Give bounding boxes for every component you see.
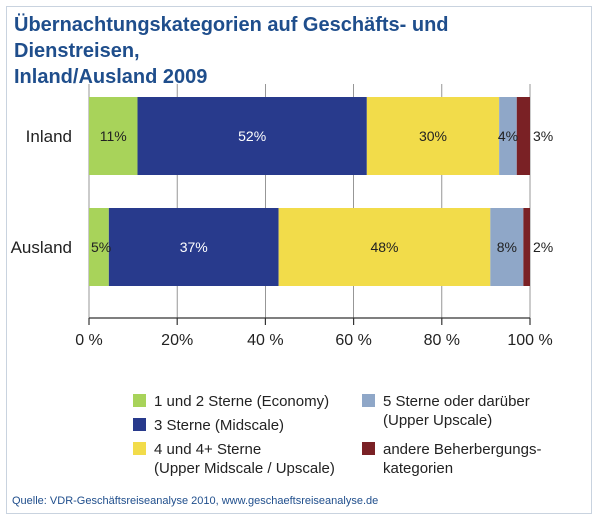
label-inland-economy: 11% [100, 128, 127, 144]
title-line-2: Inland/Ausland 2009 [14, 66, 208, 88]
chart-title: Übernachtungskategorien auf Geschäfts- u… [14, 12, 574, 90]
legend-item-midscale: 3 Sterne (Midscale) [133, 416, 284, 435]
legend-label-upper-upscale-1: 5 Sterne oder darüber [383, 393, 530, 410]
bar-inland-economy [89, 97, 138, 175]
legend-swatch-midscale [133, 418, 146, 431]
bar-inland-andere [516, 97, 530, 175]
legend-swatch-economy [133, 394, 146, 407]
x-tick-label-20: 20% [161, 332, 193, 349]
legend-item-andere: andere Beherbergungs- kategorien [362, 440, 541, 478]
bar-ausland-andere [523, 208, 530, 286]
label-ausland-midscale: 37% [180, 239, 208, 255]
legend-label-andere-1: andere Beherbergungs- [383, 441, 542, 458]
label-ausland-andere: 2% [533, 239, 553, 255]
category-label-ausland: Ausland [11, 238, 72, 257]
title-line-1: Übernachtungskategorien auf Geschäfts- u… [14, 14, 449, 62]
label-ausland-upper_upscale: 8% [497, 239, 517, 255]
legend-item-economy: 1 und 2 Sterne (Economy) [133, 392, 329, 411]
legend-label-upper-midscale-2: (Upper Midscale / Upscale) [154, 460, 335, 477]
legend-label-upper-upscale-2: (Upper Upscale) [383, 412, 493, 429]
legend-label-upper-midscale-1: 4 und 4+ Sterne [154, 441, 262, 458]
label-ausland-upper_midscale: 48% [370, 239, 398, 255]
x-tick-label-100: 100 % [507, 332, 552, 349]
bar-ausland-upper_midscale [278, 208, 491, 286]
x-tick-label-80: 80 % [424, 332, 460, 349]
label-inland-midscale: 52% [238, 128, 266, 144]
bar-ausland-upper_upscale [490, 208, 524, 286]
legend-swatch-andere [362, 442, 375, 455]
legend-label-economy: 1 und 2 Sterne (Economy) [154, 393, 330, 410]
category-label-inland: Inland [26, 127, 72, 146]
label-inland-upper_upscale: 4% [498, 128, 518, 144]
x-tick-label-0: 0 % [75, 332, 103, 349]
bar-inland-upper_midscale [366, 97, 500, 175]
label-ausland-economy: 5% [91, 239, 111, 255]
bar-inland-upper_upscale [499, 97, 517, 175]
legend-label-midscale: 3 Sterne (Midscale) [154, 417, 285, 434]
tick-labels: 0 % 20% 40 % 60 % 80 % 100 % [75, 332, 552, 349]
x-tick-label-40: 40 % [247, 332, 283, 349]
category-labels: Inland Ausland [11, 127, 72, 257]
axes [88, 317, 531, 325]
bar-ausland-economy [89, 208, 109, 286]
bar-segments [89, 97, 530, 286]
bar-ausland-midscale [108, 208, 279, 286]
legend-swatch-upper-upscale [362, 394, 375, 407]
x-tick-label-60: 60 % [335, 332, 371, 349]
source-note: Quelle: VDR-Geschäftsreiseanalyse 2010, … [12, 495, 379, 507]
label-inland-upper_midscale: 30% [419, 128, 447, 144]
segment-labels: 11% 52% 30% 4% 3% 5% 37% 48% 8% 2% [91, 128, 553, 255]
label-inland-andere: 3% [533, 128, 553, 144]
bar-inland-midscale [137, 97, 367, 175]
legend-label-andere-2: kategorien [383, 460, 454, 477]
legend-swatch-upper-midscale [133, 442, 146, 455]
legend-item-upper-upscale: 5 Sterne oder darüber (Upper Upscale) [362, 392, 530, 430]
legend-item-upper-midscale: 4 und 4+ Sterne (Upper Midscale / Upscal… [133, 440, 335, 478]
